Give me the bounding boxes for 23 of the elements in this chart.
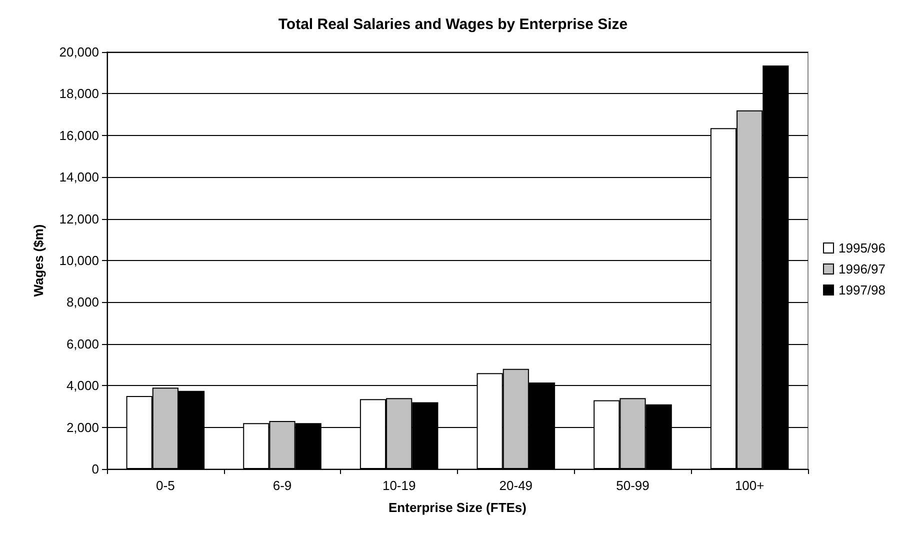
x-tick-label: 0-5 [156,478,175,493]
y-tick-label: 10,000 [59,253,99,268]
legend-label: 1995/96 [838,240,886,256]
x-axis-title: Enterprise Size (FTEs) [388,500,526,515]
x-tick-label: 10-19 [382,478,416,493]
y-tick-label: 14,000 [59,170,99,185]
x-tick-label: 50-99 [616,478,650,493]
chart-title: Total Real Salaries and Wages by Enterprise Size [278,16,628,33]
x-tick-label: 100+ [734,478,764,493]
y-axis-title: Wages ($m) [31,224,46,297]
y-tick-label: 0 [92,462,99,476]
legend-label: 1997/98 [838,282,886,298]
x-tick-label: 20-49 [499,478,533,493]
legend-label: 1996/97 [838,262,886,276]
y-tick-label: 18,000 [59,86,99,102]
y-tick-label: 2,000 [66,420,99,435]
x-tick-label: 6-9 [272,478,292,493]
y-tick-label: 8,000 [66,294,99,310]
y-tick-label: 4,000 [66,378,99,394]
y-tick-label: 6,000 [66,336,99,352]
y-tick-label: 16,000 [59,128,99,143]
y-tick-label: 12,000 [59,211,99,226]
y-tick-label: 20,000 [59,44,99,60]
